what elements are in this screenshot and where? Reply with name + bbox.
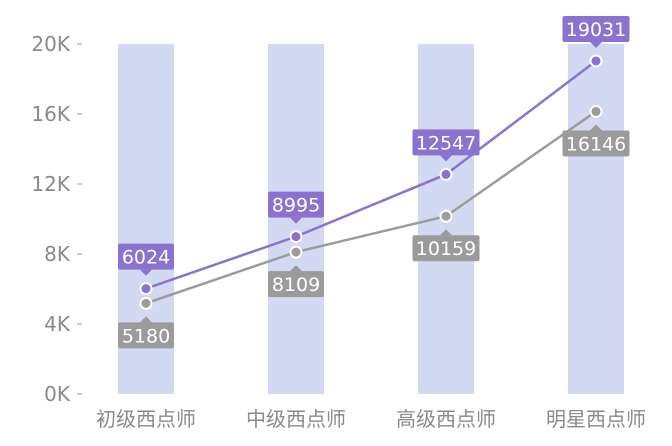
- y-tick-label-2: 8K: [44, 242, 71, 266]
- x-axis: 初级西点师 中级西点师 高级西点师 明星西点师: [96, 407, 646, 431]
- series-2-label-3: 10159: [412, 229, 480, 262]
- column-band-4: [568, 44, 624, 394]
- series-1-line: [145, 59, 597, 290]
- series-2-label-2: 8109: [268, 265, 324, 298]
- series-1-point-3: [439, 167, 453, 181]
- x-category-label-3: 高级西点师: [396, 407, 496, 431]
- label-box: [118, 322, 174, 349]
- y-tick-label-4: 16K: [31, 102, 70, 126]
- series-2-label-4: 16146: [562, 124, 630, 157]
- label-pointer: [290, 265, 302, 272]
- label-value: 19031: [566, 19, 626, 41]
- label-pointer: [440, 229, 452, 236]
- y-tick-label-1: 4K: [44, 312, 71, 336]
- x-category-label-1: 初级西点师: [96, 407, 196, 431]
- label-value: 10159: [416, 238, 476, 260]
- label-value: 5180: [122, 325, 170, 347]
- label-box: [562, 130, 630, 157]
- series-2-point-4: [589, 104, 603, 118]
- series-1-label-1: 6024: [118, 243, 174, 276]
- label-box: [268, 271, 324, 298]
- label-value: 12547: [416, 132, 476, 154]
- label-pointer: [140, 316, 152, 323]
- label-value: 6024: [122, 247, 170, 269]
- series-lines: [145, 59, 597, 305]
- x-category-label-2: 中级西点师: [246, 407, 346, 431]
- label-box: [412, 129, 480, 156]
- label-box: [412, 235, 480, 262]
- label-pointer: [290, 217, 302, 224]
- y-axis: 0K 4K 8K 12K 16K 20K: [31, 32, 82, 406]
- label-pointer: [440, 155, 452, 162]
- label-box: [562, 15, 630, 42]
- series-2-point-1: [139, 296, 153, 310]
- series-points: [139, 54, 603, 310]
- data-labels: 6024 8995 12547 19031 5180 8109 10159 16146: [118, 15, 630, 349]
- y-tick-label-5: 20K: [31, 32, 70, 56]
- label-pointer: [590, 124, 602, 131]
- label-pointer: [140, 269, 152, 276]
- series-1-label-3: 12547: [412, 129, 480, 162]
- series-1-label-4: 19031: [562, 15, 630, 48]
- series-1-point-4: [589, 54, 603, 68]
- label-box: [268, 191, 324, 218]
- label-value: 16146: [566, 133, 626, 155]
- series-1-label-2: 8995: [268, 191, 324, 224]
- series-1-point-2: [289, 230, 303, 244]
- label-pointer: [590, 41, 602, 48]
- series-2-point-3: [439, 209, 453, 223]
- series-2-line: [145, 110, 597, 305]
- label-value: 8995: [272, 195, 320, 217]
- x-category-label-4: 明星西点师: [546, 407, 646, 431]
- y-tick-label-3: 12K: [31, 172, 70, 196]
- series-2-point-2: [289, 245, 303, 259]
- series-2-label-1: 5180: [118, 316, 174, 349]
- label-value: 8109: [272, 274, 320, 296]
- label-box: [118, 243, 174, 270]
- y-tick-label-0: 0K: [44, 382, 71, 406]
- series-1-point-1: [139, 282, 153, 296]
